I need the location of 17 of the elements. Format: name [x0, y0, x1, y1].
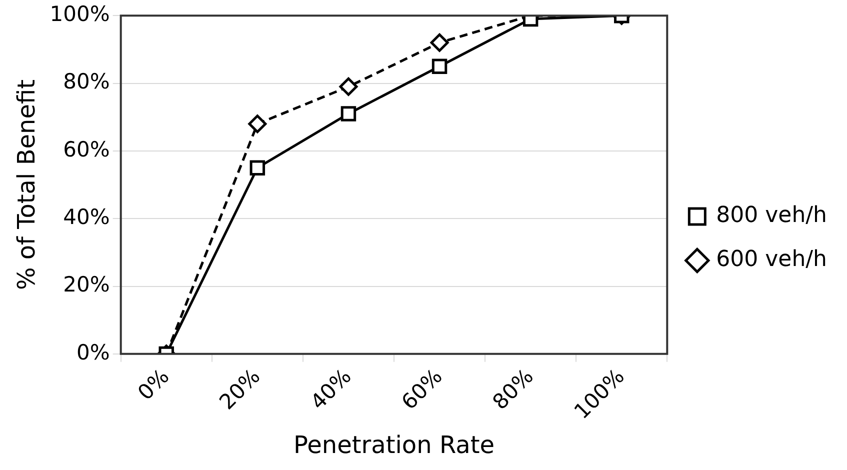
point [430, 33, 449, 52]
point [340, 106, 356, 122]
point [250, 160, 266, 176]
point [339, 77, 358, 96]
point [248, 114, 267, 134]
legend-label: 600 veh/h [716, 247, 828, 272]
y-tick-label: 20% [63, 272, 110, 297]
y-tick-label: 80% [63, 70, 110, 94]
x-axis-title: Penetration Rate [294, 430, 494, 459]
y-axis-title: % of Total Benefit [12, 79, 41, 290]
legend-label: 800 veh/h [716, 203, 828, 228]
x-tick-label: 0% [133, 364, 174, 405]
y-tick-label: 60% [63, 137, 110, 162]
y-tick-label: 40% [63, 205, 110, 230]
y-tick-label: 100% [50, 2, 110, 26]
point [432, 58, 448, 74]
y-tick-label: 0% [76, 340, 110, 364]
